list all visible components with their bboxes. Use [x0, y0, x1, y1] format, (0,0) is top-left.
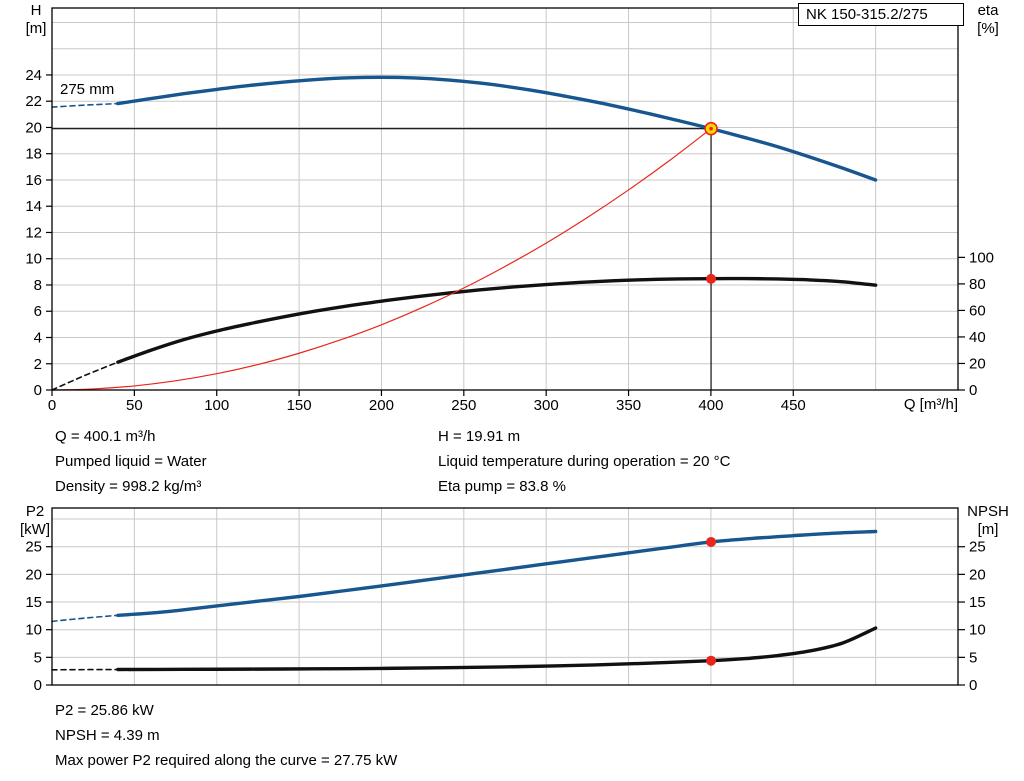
tick-label: 50	[126, 397, 143, 414]
tick-label: 25	[25, 539, 42, 556]
tick-label: 18	[25, 146, 42, 163]
result-max-power: Max power P2 required along the curve = …	[55, 752, 398, 769]
tick-label: 0	[969, 382, 977, 399]
p2-point-marker	[706, 536, 717, 547]
npsh-axis-symbol: NPSH	[967, 503, 1009, 520]
tick-label: 5	[34, 649, 42, 666]
p2-axis-unit: [kW]	[20, 521, 50, 538]
eta-axis-symbol: eta	[977, 2, 999, 19]
tick-label: 24	[25, 67, 42, 84]
tick-label: 200	[369, 397, 394, 414]
plot-border	[51, 507, 959, 686]
efficiency-point-marker	[706, 273, 717, 284]
result-head: H = 19.91 m	[438, 428, 521, 445]
tick-label: 5	[969, 649, 977, 666]
p2-curve	[116, 529, 878, 618]
result-temperature: Liquid temperature during operation = 20…	[438, 453, 731, 470]
head-axis-symbol: H	[30, 2, 42, 19]
tick-label: 40	[969, 329, 986, 346]
p2-axis-symbol: P2	[25, 503, 45, 520]
result-density: Density = 998.2 kg/m³	[55, 478, 202, 495]
tick-label: 60	[969, 302, 986, 319]
tick-label: 15	[969, 594, 986, 611]
tick-label: 2	[34, 356, 42, 373]
npsh-axis-header: NPSH [m]	[958, 503, 1018, 539]
tick-label: 20	[25, 119, 42, 136]
result-flow: Q = 400.1 m³/h	[55, 428, 156, 445]
tick-label: 250	[451, 397, 476, 414]
result-eta: Eta pump = 83.8 %	[438, 478, 566, 495]
tick-label: 25	[969, 539, 986, 556]
tick-label: 20	[969, 355, 986, 372]
tick-label: 14	[25, 198, 42, 215]
npsh-point-marker	[706, 655, 717, 666]
tick-label: 10	[25, 251, 42, 268]
tick-label: 22	[25, 93, 42, 110]
tick-label: 20	[969, 566, 986, 583]
npsh-axis-unit: [m]	[977, 521, 999, 538]
head-curve-low-flow-dashed	[51, 102, 119, 108]
head-axis-header: H [m]	[16, 2, 56, 38]
plot-border	[51, 7, 959, 391]
tick-label: 0	[48, 397, 56, 414]
tick-label: 150	[287, 397, 312, 414]
pump-model-box: NK 150-315.2/275	[798, 3, 964, 26]
tick-label: 16	[25, 172, 42, 189]
eta-axis-unit: [%]	[977, 20, 999, 37]
tick-label: 4	[34, 329, 42, 346]
p2-curve-low-flow-dashed	[51, 614, 119, 623]
tick-label: 12	[25, 224, 42, 241]
impeller-diameter-label: 275 mm	[60, 81, 115, 98]
tick-label: 450	[781, 397, 806, 414]
result-p2: P2 = 25.86 kW	[55, 702, 154, 719]
result-npsh: NPSH = 4.39 m	[55, 727, 160, 744]
system-curve	[51, 128, 712, 391]
tick-label: 350	[616, 397, 641, 414]
tick-label: 0	[969, 677, 977, 694]
tick-label: 10	[969, 622, 986, 639]
npsh-curve	[116, 626, 878, 672]
head-curve	[116, 75, 878, 182]
tick-label: 100	[204, 397, 229, 414]
tick-label: 20	[25, 566, 42, 583]
tick-label: 300	[534, 397, 559, 414]
duty-point-center	[709, 126, 713, 131]
eta-axis-header: eta [%]	[962, 2, 1014, 38]
tick-label: 10	[25, 622, 42, 639]
flow-axis-unit: Q [m³/h]	[903, 396, 958, 413]
result-liquid: Pumped liquid = Water	[55, 453, 207, 470]
tick-label: 8	[34, 277, 42, 294]
tick-label: 15	[25, 594, 42, 611]
tick-label: 6	[34, 303, 42, 320]
tick-label: 0	[34, 382, 42, 399]
p2-axis-header: P2 [kW]	[12, 503, 58, 539]
tick-label: 80	[969, 276, 986, 293]
head-axis-unit: [m]	[25, 20, 47, 37]
tick-label: 100	[969, 249, 994, 266]
efficiency-curve	[116, 276, 878, 364]
tick-label: 400	[698, 397, 723, 414]
tick-label: 0	[34, 677, 42, 694]
pump-model-label: NK 150-315.2/275	[806, 6, 928, 23]
efficiency-curve-low-flow-dashed	[51, 361, 119, 391]
